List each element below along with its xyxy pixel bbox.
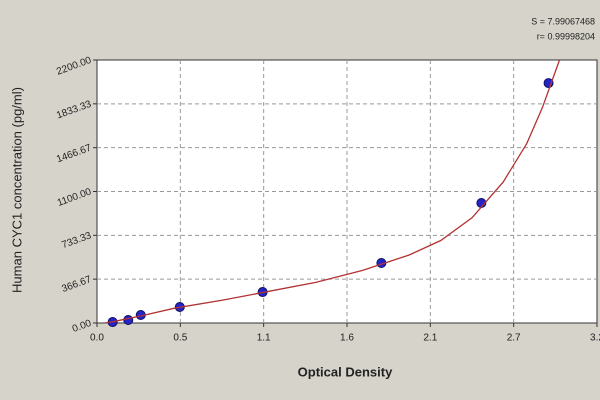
annotation: S = 7.99067468 xyxy=(531,16,595,26)
x-tick-label: 1.1 xyxy=(257,333,271,344)
y-tick-label: 733.33 xyxy=(60,230,93,251)
y-tick-label: 2200.00 xyxy=(55,55,93,78)
x-tick-label: 0.5 xyxy=(173,333,187,344)
y-axis-label: Human CYC1 concentration (pg/ml) xyxy=(9,87,24,293)
x-tick-label: 2.7 xyxy=(507,333,521,344)
x-tick-label: 2.1 xyxy=(423,333,437,344)
x-tick-label: 1.6 xyxy=(340,333,354,344)
y-tick-label: 1833.33 xyxy=(55,99,93,122)
x-axis-label: Optical Density xyxy=(298,364,393,379)
y-tick-label: 366.67 xyxy=(60,274,93,295)
x-tick-label: 3.2 xyxy=(590,333,600,344)
fit-curve xyxy=(104,59,561,324)
y-tick-label: 1100.00 xyxy=(56,186,93,209)
annotation: r= 0.99998204 xyxy=(537,31,595,41)
data-point xyxy=(123,315,134,326)
plot-area xyxy=(96,59,598,324)
y-tick-label: 1466.67 xyxy=(55,142,93,165)
x-tick-label: 0.0 xyxy=(90,333,104,344)
